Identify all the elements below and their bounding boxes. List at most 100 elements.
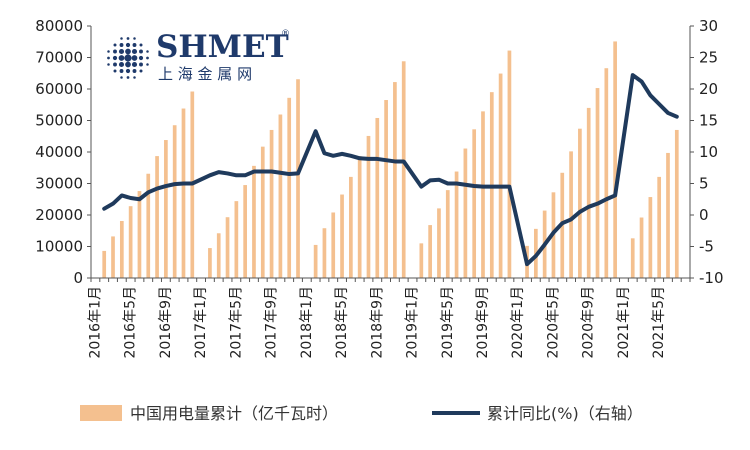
left-tick-label: 0 xyxy=(73,269,83,287)
logo-text: SHMET xyxy=(156,29,289,65)
x-tick-label: 2019年1月 xyxy=(405,286,421,359)
x-tick-label: 2017年1月 xyxy=(193,286,209,359)
bar xyxy=(146,173,151,278)
bar xyxy=(119,220,124,278)
bar xyxy=(111,236,115,278)
bar xyxy=(384,100,388,279)
logo-dot xyxy=(132,43,137,47)
bar xyxy=(155,156,159,278)
x-tick-label: 2021年5月 xyxy=(651,286,667,359)
logo-dot xyxy=(120,37,123,40)
bar xyxy=(674,129,679,278)
bar xyxy=(234,201,239,278)
bar xyxy=(287,97,292,278)
left-tick-label: 30000 xyxy=(35,175,83,193)
bar xyxy=(137,191,142,278)
logo-dot xyxy=(113,49,117,54)
legend-bar-label: 中国用电量累计（亿千瓦时） xyxy=(130,404,338,423)
bar xyxy=(630,238,635,278)
logo-dot xyxy=(133,76,136,79)
bar xyxy=(375,117,380,278)
logo-dot xyxy=(120,76,123,79)
logo-registered: ® xyxy=(281,29,290,39)
x-tick-label: 2017年5月 xyxy=(228,286,244,359)
right-tick-label: -10 xyxy=(699,269,724,287)
right-tick-label: 0 xyxy=(699,206,709,224)
left-tick-label: 80000 xyxy=(35,17,83,35)
x-tick-label: 2018年5月 xyxy=(334,286,350,359)
logo-subtext: 上 海 金 属 网 xyxy=(158,65,252,83)
bar xyxy=(507,50,512,278)
bar xyxy=(278,114,283,278)
x-tick-label: 2020年1月 xyxy=(510,286,526,359)
logo-dot xyxy=(139,69,143,73)
bar xyxy=(340,194,344,278)
legend-line-label: 累计同比(%)（右轴） xyxy=(487,404,643,423)
bar xyxy=(437,208,441,278)
line-group xyxy=(102,73,679,267)
logo-dot xyxy=(107,50,110,53)
logo-dot xyxy=(125,48,131,55)
bar xyxy=(208,248,212,278)
logo-dot xyxy=(126,76,130,79)
logo-dot xyxy=(119,43,124,47)
bar xyxy=(578,128,582,278)
logo-dot xyxy=(125,42,131,48)
bar xyxy=(648,197,653,278)
logo-dot xyxy=(138,55,144,61)
bar xyxy=(481,111,485,279)
left-tick-label: 20000 xyxy=(35,206,83,224)
shmet-logo: SHMET ® 上 海 金 属 网 xyxy=(107,29,290,83)
bar xyxy=(181,108,186,278)
logo-dot xyxy=(146,63,149,66)
logo-dot xyxy=(124,54,132,62)
bar xyxy=(401,61,406,278)
x-tick-label: 2017年9月 xyxy=(264,286,280,359)
x-tick-label: 2016年9月 xyxy=(158,286,174,359)
right-tick-label: 5 xyxy=(699,175,709,193)
right-tick-label: 10 xyxy=(699,143,718,161)
bar xyxy=(666,152,670,278)
yoy-line xyxy=(102,73,679,267)
right-tick-label: 25 xyxy=(699,49,718,67)
logo-dot xyxy=(131,61,138,68)
bar xyxy=(604,68,609,279)
bar xyxy=(419,243,424,278)
bar xyxy=(428,225,432,278)
bar xyxy=(454,171,459,278)
bar xyxy=(164,140,168,278)
bar xyxy=(657,176,662,278)
logo-dot xyxy=(139,43,143,47)
bar xyxy=(595,88,600,278)
left-tick-label: 50000 xyxy=(35,112,83,130)
x-tick-label: 2021年1月 xyxy=(616,286,632,359)
logo-dot xyxy=(118,55,125,61)
bar xyxy=(225,217,230,278)
left-tick-label: 40000 xyxy=(35,143,83,161)
logo-dot xyxy=(133,37,136,40)
left-tick-label: 10000 xyxy=(35,238,83,256)
bar xyxy=(172,125,177,278)
logo-dot xyxy=(146,50,149,53)
right-tick-label: -5 xyxy=(699,238,714,256)
logo-dot xyxy=(107,63,110,66)
x-tick-label: 2019年9月 xyxy=(475,286,491,359)
logo-dot xyxy=(113,43,117,47)
bar xyxy=(472,129,477,278)
bar xyxy=(366,135,371,278)
logo-dot xyxy=(139,49,143,54)
logo-dot xyxy=(131,48,138,55)
x-tick-label: 2018年1月 xyxy=(299,286,315,359)
bar xyxy=(313,244,318,278)
bar xyxy=(393,82,397,278)
bar xyxy=(331,212,336,278)
bar xyxy=(252,165,256,278)
x-tick-label: 2016年1月 xyxy=(87,286,103,359)
bar xyxy=(260,146,265,278)
logo-dot xyxy=(146,56,149,60)
x-tick-label: 2018年9月 xyxy=(369,286,385,359)
right-tick-label: 30 xyxy=(699,17,718,35)
logo-dot xyxy=(119,69,124,73)
bar xyxy=(322,228,327,278)
